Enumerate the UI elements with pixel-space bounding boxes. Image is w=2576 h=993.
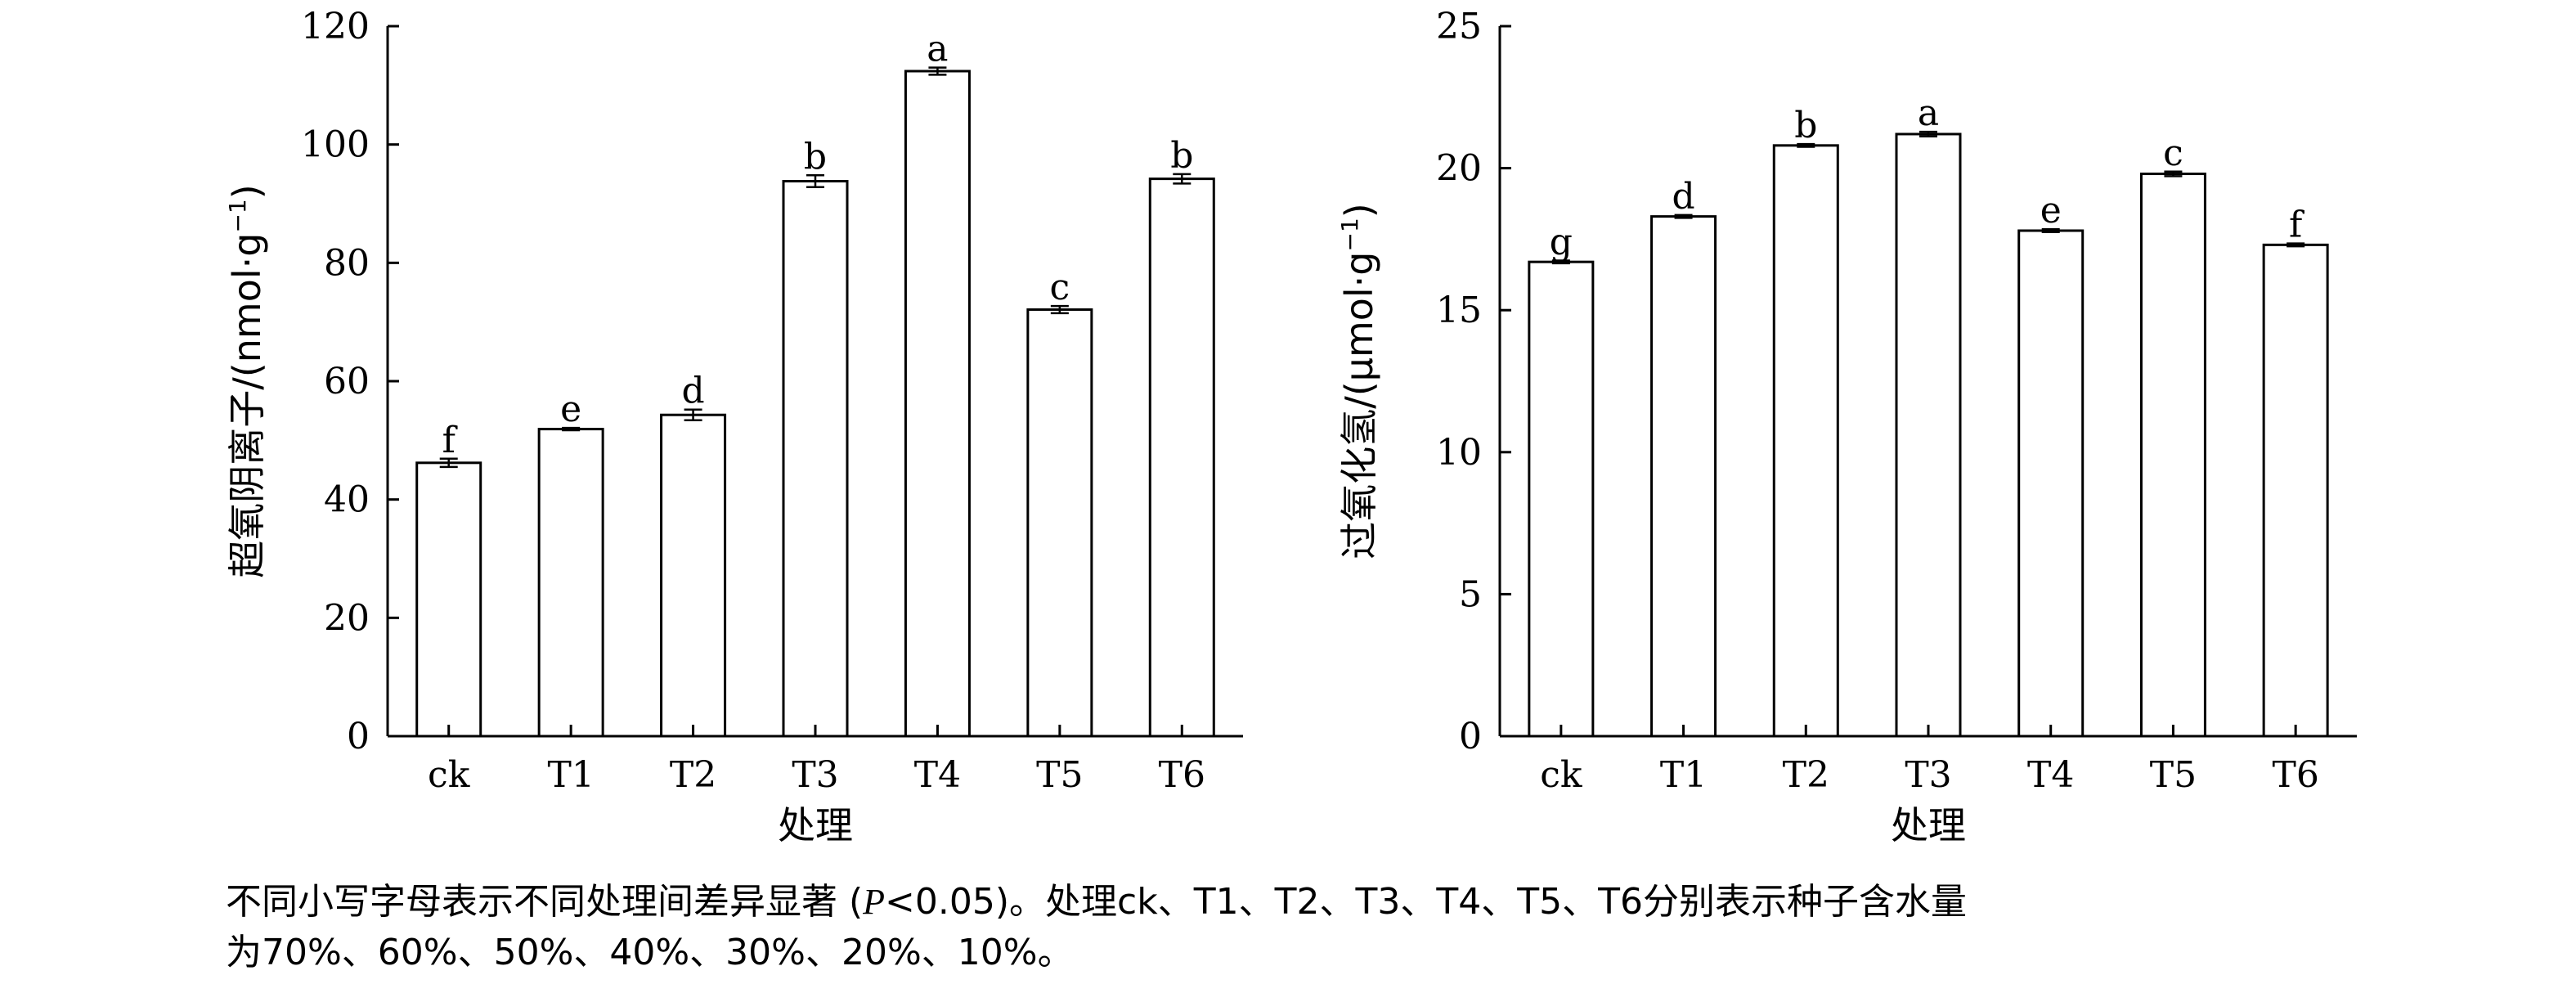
bar — [660, 413, 727, 738]
x-tick-label: T4 — [914, 754, 961, 796]
y-tick-label: 20 — [324, 597, 370, 639]
x-tick-label: T2 — [670, 754, 716, 796]
x-tick-label: T4 — [2027, 754, 2074, 796]
caption-line-2: 为70%、60%、50%、40%、30%、20%、10%。 — [226, 932, 1074, 973]
y-tick-label: 80 — [324, 242, 370, 284]
significance-label: d — [1672, 176, 1694, 218]
y-axis-title: 过氧化氢/(μmol·g−1) — [1336, 203, 1381, 559]
y-tick-label: 0 — [347, 716, 370, 757]
bar — [537, 428, 604, 738]
y-axis-title-main: 过氧化氢/(μmol — [1337, 287, 1381, 559]
y-axis-title-superscript: −1 — [1336, 218, 1363, 251]
bar — [782, 180, 849, 738]
x-tick-label: T1 — [1660, 754, 1707, 796]
x-tick-label: T5 — [1036, 754, 1083, 796]
y-tick-label: 25 — [1436, 6, 1482, 47]
significance-label: f — [442, 420, 458, 461]
caption-p-symbol: P — [863, 882, 886, 922]
y-axis-title-unit: g — [225, 233, 269, 257]
significance-label: g — [1550, 221, 1573, 263]
significance-label: c — [1050, 267, 1070, 308]
x-tick-label: T6 — [2272, 754, 2318, 796]
significance-label: d — [681, 371, 704, 412]
bar — [1650, 215, 1717, 738]
significance-label: a — [927, 29, 948, 70]
y-axis-title-superscript: −1 — [224, 199, 251, 232]
figure-canvas: 020406080100120fckeT1dT2bT3aT4cT5bT6处理超氧… — [224, 6, 2357, 847]
y-axis-title: 超氧阴离子/(nmol·g−1) — [224, 184, 269, 577]
x-tick-label: T5 — [2150, 754, 2197, 796]
x-axis-title: 处理 — [1891, 803, 1966, 847]
y-axis-title-separator: · — [1337, 276, 1381, 288]
bar — [2139, 173, 2206, 738]
x-tick-label: ck — [1540, 754, 1582, 796]
x-tick-label: T3 — [792, 754, 838, 796]
y-axis-title-main: 超氧阴离子/(nmol — [225, 268, 269, 577]
figure-caption: 不同小写字母表示不同处理间差异显著 (P<0.05)。处理ck、T1、T2、T3… — [226, 877, 2548, 978]
y-tick-label: 120 — [301, 6, 370, 47]
x-tick-label: T6 — [1159, 754, 1205, 796]
significance-label: e — [560, 389, 581, 430]
y-axis-title-close: ) — [1337, 203, 1381, 218]
y-tick-label: 15 — [1436, 290, 1482, 331]
y-tick-label: 100 — [301, 124, 370, 166]
y-axis-title-unit: g — [1337, 251, 1381, 275]
bar — [1148, 177, 1215, 738]
significance-label: b — [804, 136, 827, 177]
bar — [1026, 308, 1093, 738]
y-axis-title-separator: · — [225, 257, 269, 269]
caption-line-1: 不同小写字母表示不同处理间差异显著 (P<0.05)。处理ck、T1、T2、T3… — [226, 877, 2548, 928]
bar — [1772, 144, 1839, 738]
bar — [904, 70, 971, 738]
significance-label: b — [1170, 135, 1193, 177]
y-axis-title-close: ) — [225, 184, 269, 199]
significance-label: b — [1794, 105, 1817, 146]
bar — [1528, 260, 1595, 738]
significance-label: c — [2163, 133, 2183, 174]
y-tick-label: 20 — [1436, 148, 1482, 190]
caption-text-a: 不同小写字母表示不同处理间差异显著 ( — [226, 881, 864, 923]
bar — [2262, 243, 2329, 738]
y-tick-label: 0 — [1459, 716, 1482, 757]
caption-text-b: <0.05)。处理ck、T1、T2、T3、T4、T5、T6分别表示种子含水量 — [885, 881, 1967, 923]
significance-label: f — [2289, 204, 2304, 246]
y-tick-label: 10 — [1436, 432, 1482, 474]
x-tick-label: T3 — [1905, 754, 1951, 796]
x-tick-label: T1 — [547, 754, 594, 796]
significance-label: a — [1918, 92, 1939, 134]
bar — [1895, 133, 1962, 738]
bar — [415, 461, 482, 738]
y-tick-label: 40 — [324, 479, 370, 521]
y-tick-label: 60 — [324, 361, 370, 402]
chart-hydrogen-peroxide: 0 5 10 15 20 25 g ck d T1 b T2 a T3 e T4 c T5 f T6 处理 过氧化氢/(μ… — [1336, 6, 2357, 847]
x-axis-title: 处理 — [778, 803, 853, 847]
chart-superoxide-anion: 0 20 40 60 80 100 120 f ck e T1 d T2 b T3 a T4 c T5 b T6 处理 超氧… — [224, 6, 1243, 847]
x-tick-label: ck — [428, 754, 470, 796]
x-tick-label: T2 — [1783, 754, 1829, 796]
bar — [2017, 229, 2085, 738]
y-tick-label: 5 — [1459, 573, 1482, 615]
significance-label: e — [2040, 190, 2062, 231]
